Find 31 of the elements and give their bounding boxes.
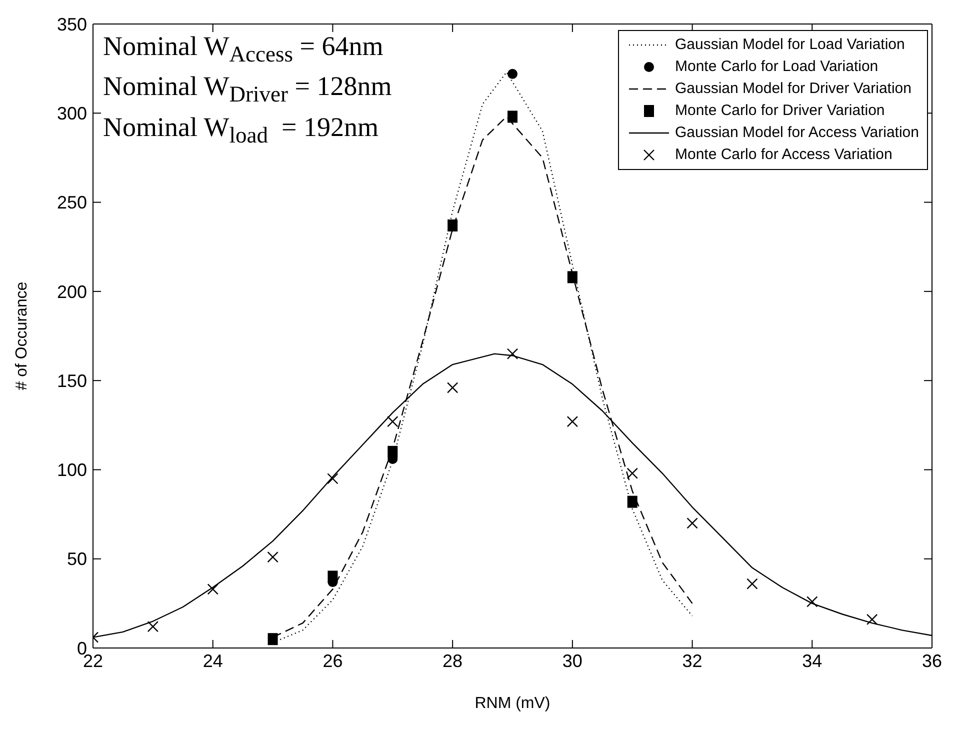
x-tick-label: 24 xyxy=(202,650,223,671)
y-tick-label: 100 xyxy=(56,460,87,480)
point xyxy=(508,110,518,123)
legend-label: Gaussian Model for Driver Variation xyxy=(674,79,912,99)
x-tick-label: 34 xyxy=(802,650,822,671)
legend-label: Monte Carlo for Driver Variation xyxy=(674,101,885,121)
x-tick-label: 26 xyxy=(322,650,343,671)
x-tick-label: 30 xyxy=(562,650,582,671)
y-axis-title: # of Occurance xyxy=(14,282,31,390)
point xyxy=(508,68,518,79)
y-tick-label: 250 xyxy=(56,192,87,213)
point xyxy=(567,271,578,284)
point xyxy=(448,219,458,232)
point xyxy=(268,633,278,646)
y-tick-label: 350 xyxy=(56,14,87,34)
legend-label: Monte Carlo for Access Variation xyxy=(674,145,892,165)
y-tick-label: 300 xyxy=(56,104,87,124)
y-tick-label: 50 xyxy=(66,549,87,570)
y-tick-label: 200 xyxy=(56,282,87,302)
legend-label: Gaussian Model for Access Variation xyxy=(674,123,919,143)
annotation: Nominal W$_{Access}$ = 64nm xyxy=(103,30,384,68)
point xyxy=(627,496,638,508)
legend-label: Gaussian Model for Load Variation xyxy=(674,35,905,55)
legend-label: Monte Carlo for Load Variation xyxy=(674,57,878,77)
x-tick-label: 36 xyxy=(922,650,942,671)
annotation: Nominal W$_{Driver}$ = 128nm xyxy=(103,70,392,109)
x-tick-label: 32 xyxy=(682,650,702,671)
x-tick-label: 28 xyxy=(442,650,463,671)
annotation: Nominal W$_{load}$ = 192nm xyxy=(103,110,380,150)
y-tick-label: 150 xyxy=(56,370,87,391)
x-axis-title: RNM (mV) xyxy=(474,695,550,712)
